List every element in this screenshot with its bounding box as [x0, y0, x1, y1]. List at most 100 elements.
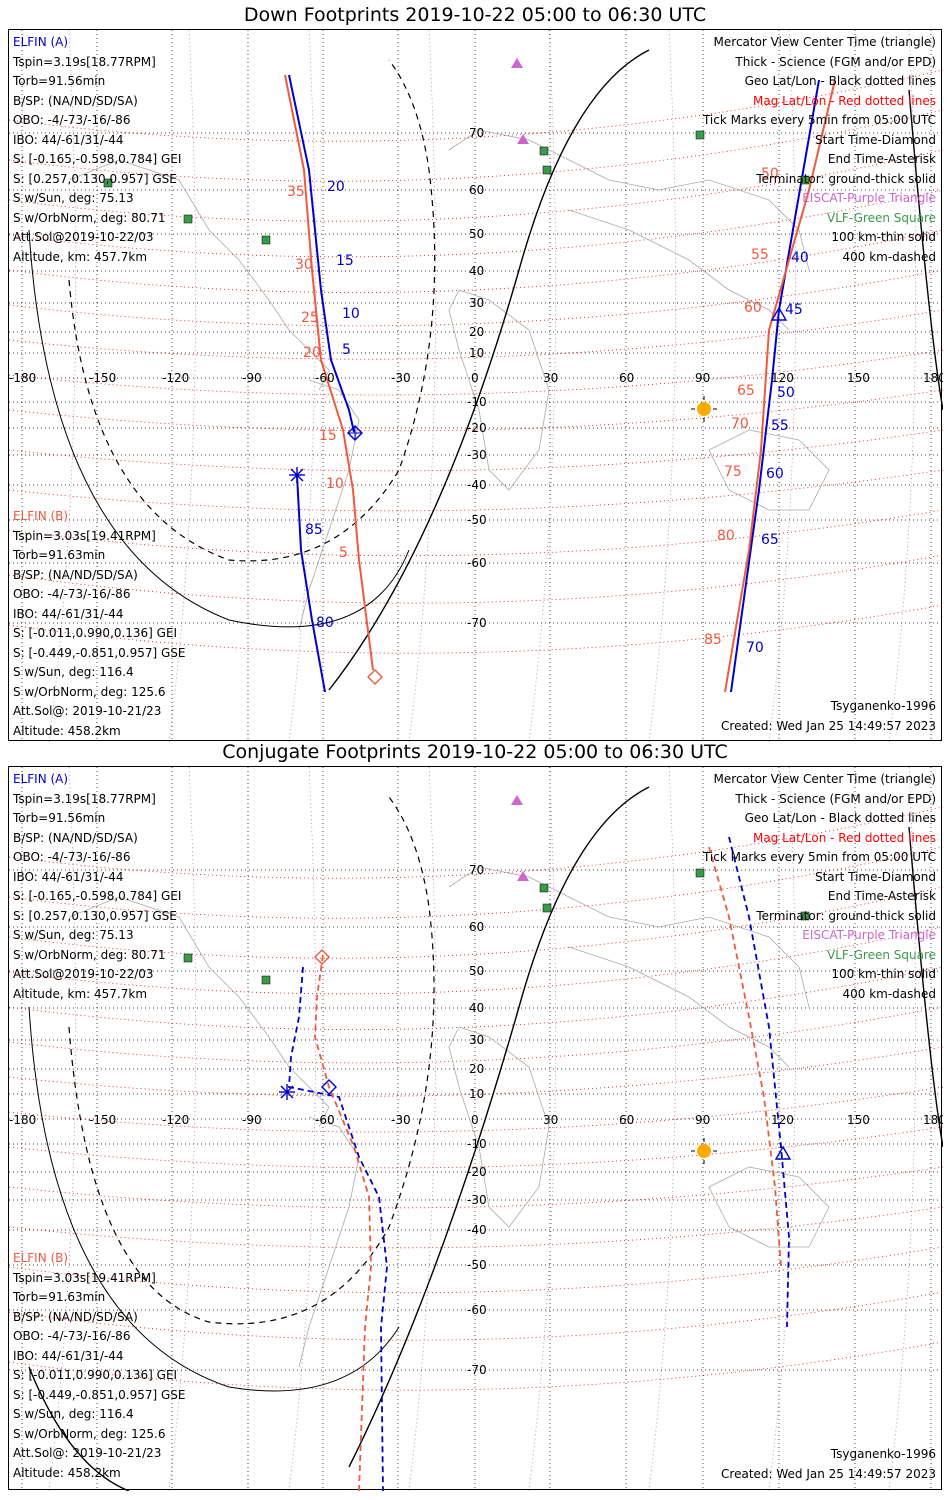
end-asterisk-a: [289, 467, 305, 483]
elfin-a-track-east: [730, 79, 820, 693]
terminator-left: [28, 1366, 130, 1491]
center-triangle: [770, 306, 788, 321]
svg-text:30: 30: [469, 1033, 484, 1047]
svg-text:70: 70: [746, 640, 764, 656]
svg-text:15: 15: [336, 253, 354, 269]
elfin-a-track-south: [296, 474, 326, 693]
boundary-100km: [28, 1006, 400, 1392]
svg-text:60: 60: [469, 183, 484, 197]
legend: Mercator View Center Time (triangle) Thic…: [702, 35, 936, 264]
svg-text:0: 0: [471, 1113, 479, 1127]
svg-text:10: 10: [326, 476, 344, 492]
mag-meridians: [48, 767, 917, 1491]
lon-labels: -180 -150 -120 -90 -60 -30 0 30 60 90 120 150 …: [9, 1113, 943, 1127]
svg-text:60: 60: [469, 920, 484, 934]
svg-text:120: 120: [771, 1113, 794, 1127]
svg-text:-30: -30: [467, 1193, 487, 1207]
down-footprints-map-panel: -180 -150 -120 -90 -60 -30 0 30 60 90 120 150 …: [8, 29, 943, 742]
down-footprints-map: -180 -150 -120 -90 -60 -30 0 30 60 90 120 150 …: [9, 30, 943, 742]
svg-text:-60: -60: [315, 371, 335, 385]
svg-text:-90: -90: [242, 1113, 262, 1127]
svg-text:-50: -50: [467, 1258, 487, 1272]
created-timestamp: Created: Wed Jan 25 14:49:57 2023: [721, 718, 936, 733]
sun-icon: [691, 396, 717, 422]
svg-text:-60: -60: [315, 1113, 335, 1127]
svg-text:180: 180: [923, 371, 943, 385]
svg-text:50: 50: [777, 385, 795, 401]
elfin-b-track-east: [708, 846, 782, 1268]
boundary-100km: [28, 229, 410, 628]
svg-text:40: 40: [791, 250, 809, 266]
svg-text:30: 30: [543, 1113, 558, 1127]
svg-text:70: 70: [469, 863, 484, 877]
elfin-b-info: ELFIN (B) Tspin=3.03s[19.41RPM] Torb=91.6…: [13, 1251, 186, 1480]
svg-text:-180: -180: [9, 1113, 36, 1127]
svg-text:90: 90: [695, 371, 710, 385]
svg-text:40: 40: [469, 264, 484, 278]
geo-grid: [9, 30, 943, 742]
svg-text:-90: -90: [242, 371, 262, 385]
start-diamond-a: [347, 425, 363, 441]
svg-text:-20: -20: [467, 421, 487, 435]
svg-text:25: 25: [301, 310, 319, 326]
elfin-a-info: ELFIN (A) Tspin=3.19s[18.77RPM] Torb=91.5…: [13, 772, 182, 1001]
footer-info: Tsyganenko-1996 Created: Wed Jan 25 14:4…: [721, 1445, 936, 1484]
svg-text:-60: -60: [467, 556, 487, 570]
boundary-400km: [68, 59, 436, 562]
start-diamond-b: [314, 949, 330, 965]
svg-text:-30: -30: [391, 1113, 411, 1127]
svg-text:120: 120: [771, 371, 794, 385]
svg-text:20: 20: [303, 345, 321, 361]
end-asterisk-a: [279, 1084, 295, 1100]
svg-text:45: 45: [785, 302, 803, 318]
svg-text:-10: -10: [467, 1137, 487, 1151]
svg-text:50: 50: [469, 227, 484, 241]
svg-text:-60: -60: [467, 1303, 487, 1317]
coastlines: [68, 866, 830, 1368]
sun-icon: [691, 1138, 717, 1164]
lat-labels: 70 60 50 40 30 20 10 -10 -20 -30 -40 -50 -60 -7…: [467, 863, 487, 1377]
svg-text:35: 35: [287, 184, 305, 200]
svg-text:150: 150: [847, 371, 870, 385]
boundary-400km: [68, 796, 435, 1325]
svg-text:180: 180: [923, 1113, 943, 1127]
lon-labels: -180 -150 -120 -90 -60 -30 0 30 60 90 120 150 …: [9, 371, 943, 385]
legend: Mercator View Center Time (triangle) Thic…: [702, 772, 936, 1001]
eiscat-triangle-2: [517, 871, 529, 881]
svg-text:-20: -20: [467, 1165, 487, 1179]
geo-grid: [9, 767, 943, 1491]
svg-text:20: 20: [469, 325, 484, 339]
center-triangle: [774, 1145, 792, 1160]
svg-text:85: 85: [305, 522, 323, 538]
svg-text:-30: -30: [391, 371, 411, 385]
svg-text:60: 60: [619, 371, 634, 385]
svg-text:70: 70: [469, 126, 484, 140]
svg-text:10: 10: [342, 306, 360, 322]
svg-text:5: 5: [339, 545, 348, 561]
svg-text:85: 85: [704, 632, 722, 648]
svg-text:60: 60: [744, 300, 762, 316]
vlf-squares: [103, 130, 810, 245]
svg-text:55: 55: [771, 418, 789, 434]
svg-text:0: 0: [471, 371, 479, 385]
eiscat-triangle-2: [517, 134, 529, 144]
mag-grid: [9, 806, 943, 1391]
svg-text:70: 70: [731, 416, 749, 432]
terminator-ground: [348, 786, 650, 1468]
svg-text:5: 5: [342, 342, 351, 358]
svg-text:30: 30: [469, 296, 484, 310]
svg-text:60: 60: [619, 1113, 634, 1127]
svg-text:-70: -70: [467, 1363, 487, 1377]
svg-text:30: 30: [543, 371, 558, 385]
svg-text:-150: -150: [89, 371, 116, 385]
svg-text:-40: -40: [467, 1223, 487, 1237]
model-name: Tsyganenko-1996: [830, 1447, 936, 1461]
conjugate-footprints-map: -180 -150 -120 -90 -60 -30 0 30 60 90 120 150 …: [9, 767, 943, 1491]
eiscat-triangle-1: [511, 58, 523, 68]
terminator-ground: [328, 49, 650, 691]
svg-text:-70: -70: [467, 616, 487, 630]
eiscat-triangle-1: [511, 795, 523, 805]
svg-text:50: 50: [761, 166, 779, 182]
